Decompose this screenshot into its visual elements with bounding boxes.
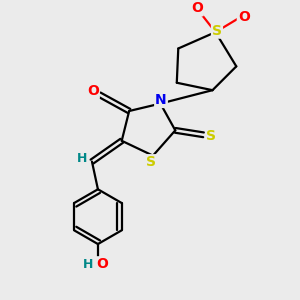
Text: H: H — [77, 152, 88, 164]
Text: O: O — [191, 1, 203, 15]
Text: S: S — [206, 129, 216, 143]
Text: S: S — [146, 155, 157, 169]
Text: O: O — [238, 10, 250, 24]
Text: H: H — [83, 258, 94, 271]
Text: O: O — [96, 257, 108, 271]
Text: S: S — [212, 24, 222, 38]
Text: N: N — [155, 93, 167, 107]
Text: O: O — [87, 84, 99, 98]
